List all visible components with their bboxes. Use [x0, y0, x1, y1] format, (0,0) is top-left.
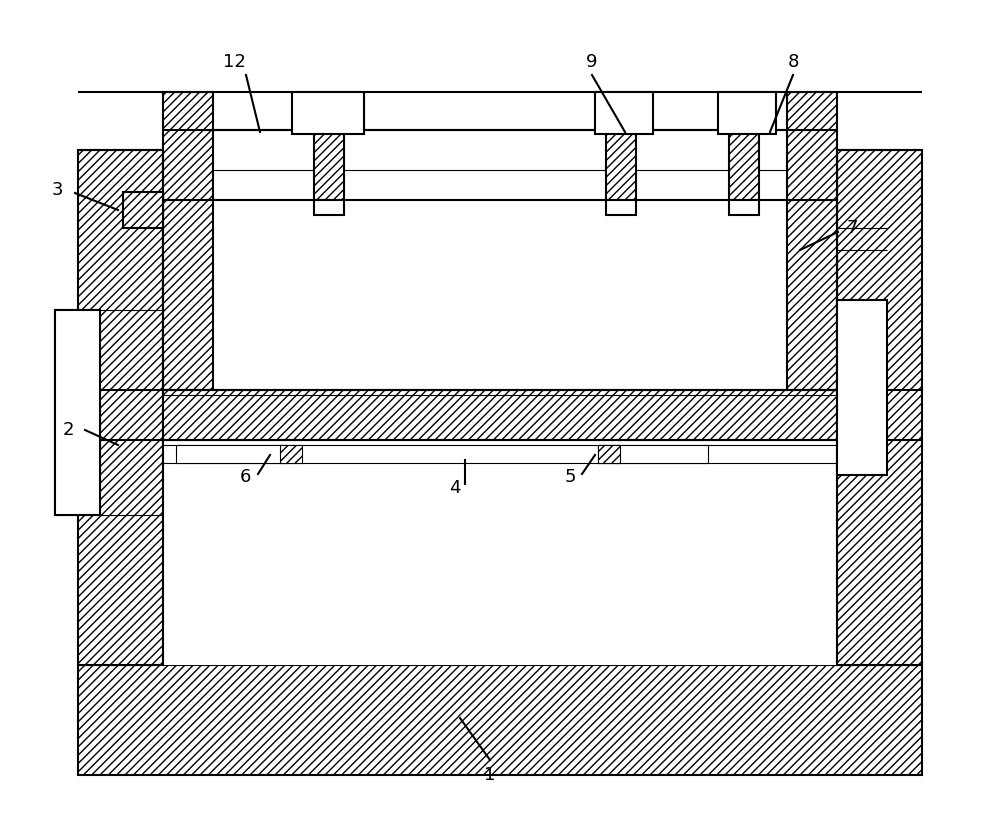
Bar [123, 192, 163, 228]
Bar [314, 130, 344, 200]
Bar [718, 92, 776, 134]
Bar [606, 200, 636, 215]
Bar [787, 200, 837, 390]
Bar [729, 200, 759, 215]
Bar [78, 150, 163, 665]
Text: 4: 4 [449, 479, 461, 497]
Text: 5: 5 [564, 468, 576, 486]
Bar [280, 445, 302, 463]
Text: 1: 1 [484, 766, 496, 784]
Bar [163, 440, 837, 665]
Bar [314, 200, 344, 215]
Bar [837, 300, 887, 475]
Bar [163, 200, 213, 390]
Bar [213, 130, 787, 200]
Text: 9: 9 [586, 53, 598, 71]
Text: 6: 6 [239, 468, 251, 486]
Bar [598, 445, 620, 463]
Text: 3: 3 [51, 181, 63, 199]
Bar [837, 150, 922, 665]
Bar [598, 445, 708, 463]
Text: 2: 2 [62, 421, 74, 439]
Bar [787, 92, 837, 200]
Bar [606, 130, 636, 200]
Bar [78, 665, 922, 775]
Bar [55, 310, 100, 515]
Bar [729, 130, 759, 200]
Text: 8: 8 [787, 53, 799, 71]
Bar [176, 445, 286, 463]
Bar [163, 92, 213, 200]
Text: 7: 7 [846, 219, 858, 237]
Bar [595, 92, 653, 134]
Bar [163, 390, 837, 440]
Text: 12: 12 [223, 53, 245, 71]
Bar [292, 92, 364, 134]
